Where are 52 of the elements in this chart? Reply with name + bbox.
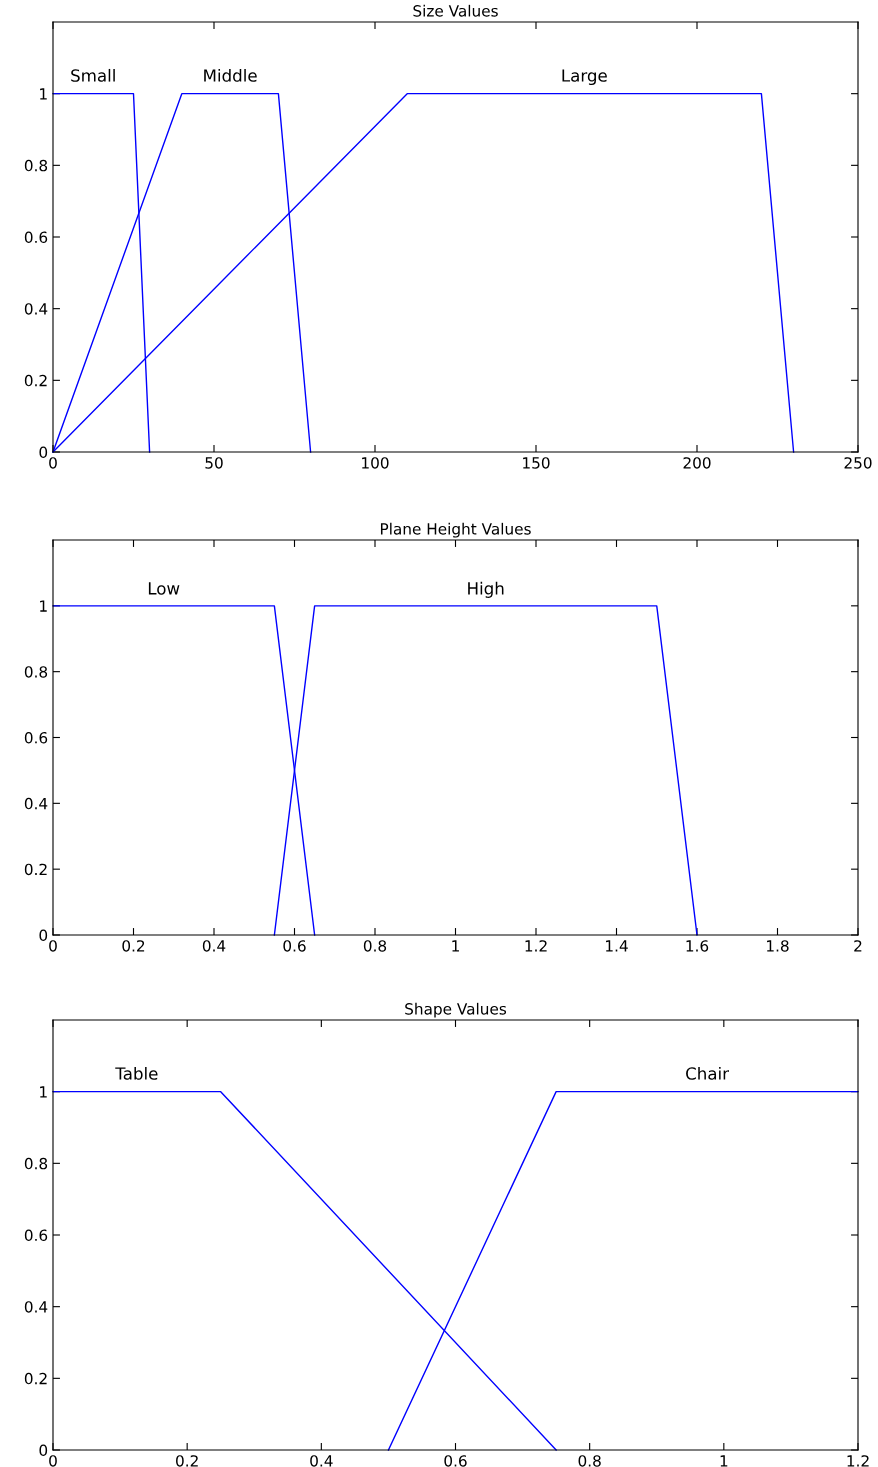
series-label: Chair	[686, 1066, 730, 1080]
x-tick-label: 1.6	[686, 940, 709, 952]
y-tick-label: 0	[39, 446, 48, 459]
x-tick-label: 0	[49, 457, 57, 469]
series-label: Table	[115, 1066, 158, 1080]
x-tick-label: 1	[720, 1455, 728, 1467]
x-tick-label: 0	[49, 1455, 57, 1467]
x-tick-label: 50	[205, 457, 223, 469]
x-tick-label: 0.8	[578, 1455, 601, 1467]
x-tick-label: 250	[844, 457, 872, 469]
chart-title: Shape Values	[405, 1002, 507, 1018]
y-tick-label: 0.8	[24, 159, 48, 172]
x-tick-label: 0.6	[444, 1455, 467, 1467]
x-tick-label: 0.8	[363, 940, 387, 952]
chart-title: Size Values	[413, 4, 498, 17]
y-tick-label: 0.6	[24, 731, 48, 744]
x-tick-label: 2	[854, 940, 862, 952]
x-tick-label: 200	[683, 457, 711, 469]
y-tick-label: 0.2	[24, 1372, 47, 1385]
y-tick-label: 0.8	[24, 1157, 48, 1170]
y-tick-label: 0.2	[24, 863, 47, 876]
x-tick-label: 1.4	[606, 940, 628, 952]
chart-title: Plane Height Values	[380, 522, 531, 538]
y-tick-label: 0	[39, 929, 48, 942]
y-tick-label: 0.2	[24, 374, 47, 387]
x-tick-label: 0.4	[310, 1455, 333, 1467]
series-label: Large	[562, 69, 607, 86]
x-tick-label: 1.8	[767, 940, 789, 952]
series-label: Small	[71, 68, 115, 82]
x-tick-label: 100	[362, 457, 389, 469]
x-tick-label: 0.2	[122, 940, 145, 952]
x-tick-label: 1	[452, 940, 459, 952]
x-tick-label: 0.6	[283, 940, 306, 952]
y-tick-label: 0.4	[24, 1301, 48, 1313]
series-label: Low	[148, 582, 180, 595]
y-tick-label: 0.4	[24, 797, 48, 810]
series-label: High	[468, 581, 504, 598]
series-label: Middle	[204, 68, 257, 82]
x-tick-label: 1.2	[525, 940, 547, 952]
x-tick-label: 0.4	[202, 940, 226, 952]
y-tick-label: 0.6	[24, 231, 48, 244]
y-tick-label: 1	[40, 600, 47, 612]
y-tick-label: 0.8	[24, 666, 48, 678]
y-tick-label: 1	[40, 1086, 47, 1098]
y-tick-label: 0	[39, 1444, 48, 1457]
x-tick-label: 0	[49, 940, 57, 952]
y-tick-label: 0.6	[24, 1229, 48, 1242]
y-tick-label: 1	[40, 88, 47, 100]
x-tick-label: 1.2	[847, 1455, 869, 1467]
x-tick-label: 150	[523, 457, 550, 469]
x-tick-label: 0.2	[176, 1455, 198, 1467]
y-tick-label: 0.4	[24, 303, 48, 315]
